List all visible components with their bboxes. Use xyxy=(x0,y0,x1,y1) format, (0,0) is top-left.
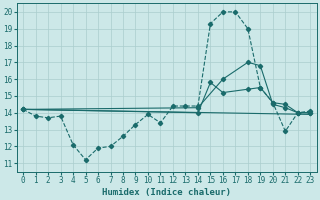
X-axis label: Humidex (Indice chaleur): Humidex (Indice chaleur) xyxy=(102,188,231,197)
